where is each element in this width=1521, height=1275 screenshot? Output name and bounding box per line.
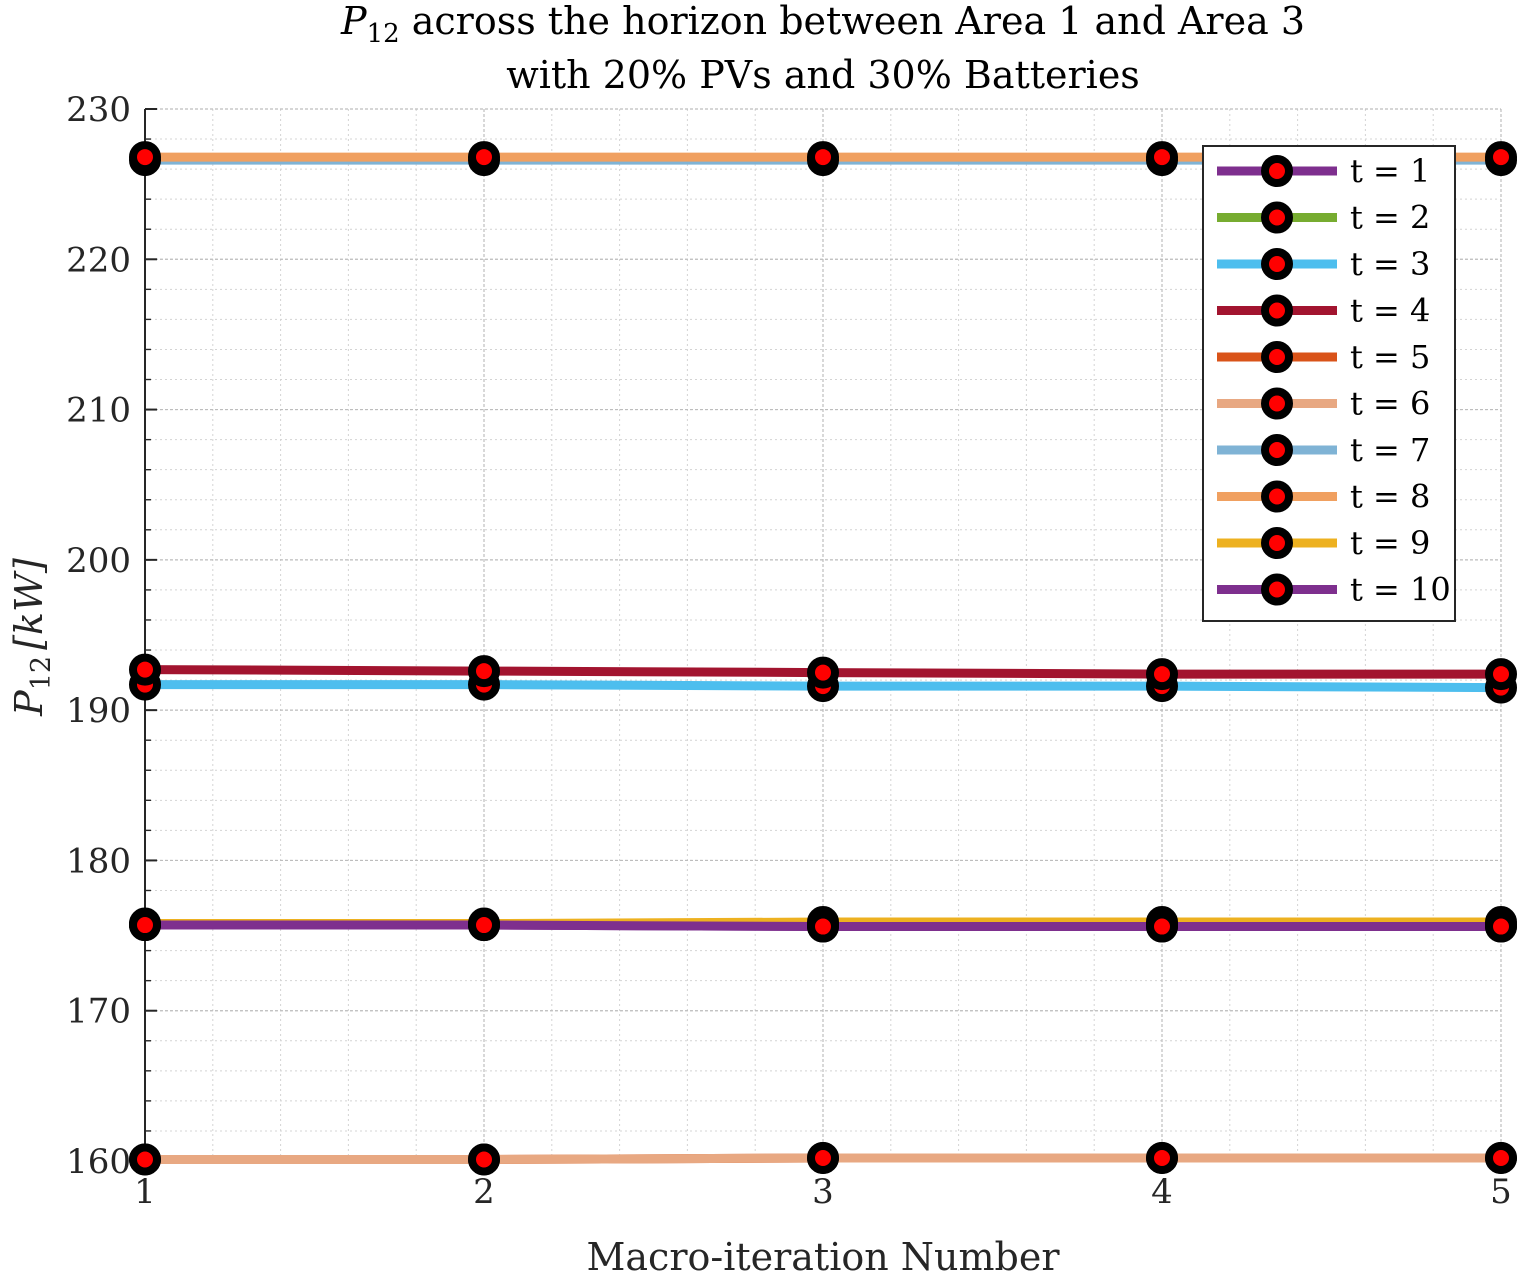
legend-label: t = 5 [1350,338,1430,376]
data-point [129,141,161,174]
legend-swatch-marker [1261,573,1293,606]
legend-swatch-marker [1261,480,1293,513]
y-label-subscript: 12 [26,656,57,690]
legend-swatch-marker [1261,434,1293,466]
legend-entry: t = 8 [1217,478,1430,516]
legend-entry: t = 5 [1217,338,1430,376]
y-tick-label: 160 [66,1142,131,1182]
x-tick-labels: 1 2 3 4 5 [134,1172,1512,1212]
data-point [468,909,500,942]
data-point [807,656,839,689]
title-subscript: 12 [367,19,400,49]
data-point [468,141,500,174]
legend-swatch-marker [1261,294,1293,327]
legend-entry: t = 1 [1217,152,1430,190]
y-tick-label: 170 [66,992,131,1032]
chart-title-line-1: P12 across the horizon between Area 1 an… [340,0,1305,49]
legend-swatch-marker [1261,201,1293,234]
y-tick-labels: 160 170 180 190 200 210 220 230 [66,90,131,1182]
data-point [1485,910,1517,943]
legend-entry: t = 6 [1217,385,1430,423]
legend-entry: t = 3 [1217,245,1430,283]
data-point [129,909,161,942]
data-point [807,1141,839,1174]
x-tick-label: 3 [812,1172,834,1212]
legend-entry: t = 9 [1217,524,1430,562]
data-point [468,1143,500,1176]
y-tick-label: 200 [66,541,131,581]
data-point [807,141,839,174]
data-point [1146,1141,1178,1174]
chart-title-line-2: with 20% PVs and 30% Batteries [506,53,1140,97]
legend-entry: t = 2 [1217,199,1430,237]
legend-label: t = 8 [1350,478,1430,516]
x-tick-label: 5 [1490,1172,1512,1212]
x-tick-label: 4 [1151,1172,1173,1212]
legend-label: t = 7 [1350,431,1430,469]
legend-swatch-marker [1261,341,1293,373]
legend-entry: t = 10 [1217,571,1451,609]
data-point [1146,910,1178,943]
y-label-symbol: P [7,689,51,717]
x-axis-label: Macro-iteration Number [586,1235,1060,1275]
legend-swatch-marker [1261,248,1293,280]
title-symbol: P [340,0,368,43]
legend-entry: t = 4 [1217,292,1430,330]
legend-label: t = 1 [1350,152,1430,190]
title-rest: across the horizon between Area 1 and Ar… [400,0,1305,43]
legend-entry: t = 7 [1217,431,1430,469]
data-point [129,1143,161,1176]
y-axis-label: P12 [kW] [7,558,57,717]
y-tick-label: 180 [66,841,131,881]
legend: t = 1 t = 2 t = 3 t = 4 t = 5 t = 6 t = 7 t = 8… [1202,145,1456,622]
legend-swatch-marker [1261,155,1293,187]
data-point [807,910,839,943]
data-point [1146,141,1178,174]
y-tick-label: 230 [66,90,131,130]
series-markers-10 [129,909,1517,943]
legend-label: t = 6 [1350,385,1430,423]
series-markers-4 [129,653,1517,691]
y-tick-label: 220 [66,240,131,280]
y-tick-label: 190 [66,691,131,731]
data-point [468,655,500,688]
legend-label: t = 4 [1350,292,1430,330]
data-point [1485,1141,1517,1174]
y-tick-label: 210 [66,391,131,431]
data-point [1485,141,1517,174]
legend-label: t = 10 [1350,571,1451,609]
series-markers-6 [129,1141,1517,1176]
series-markers-8 [129,141,1517,174]
legend-swatch-marker [1261,387,1293,420]
data-point [1485,658,1517,691]
legend-label: t = 3 [1350,245,1430,283]
y-label-unit: [kW] [7,558,51,650]
data-point [1146,658,1178,691]
x-tick-label: 2 [473,1172,495,1212]
legend-swatch-marker [1261,527,1293,559]
legend-label: t = 2 [1350,199,1430,237]
legend-label: t = 9 [1350,524,1430,562]
x-tick-label: 1 [134,1172,156,1212]
data-point [129,653,161,686]
